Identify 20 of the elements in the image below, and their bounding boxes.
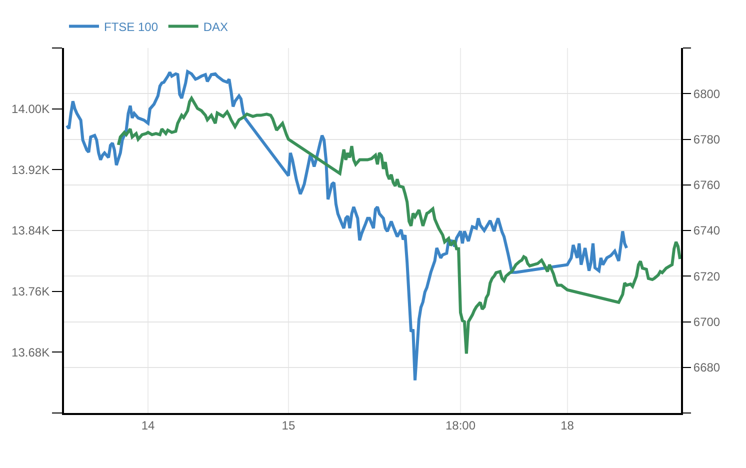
y-tick-label: 13.68K (12, 345, 50, 360)
line-series (65, 70, 628, 382)
y2-tick-label: 6720 (693, 269, 720, 284)
y2-tick-label: 6780 (693, 132, 720, 146)
y-tick-label: 14.00K (12, 102, 50, 116)
y2-tick-label: 6740 (693, 224, 720, 238)
y-tick-label: 13.84K (12, 224, 50, 238)
legend-label: FTSE 100 (104, 20, 158, 34)
x-tick-label: 18 (560, 418, 574, 432)
y2-tick-label: 6680 (693, 360, 720, 375)
x-tick-label: 14 (141, 418, 156, 432)
y2-tick-label: 6800 (693, 86, 720, 101)
y-tick-label: 13.76K (12, 284, 50, 299)
x-tick-label: 18:00 (445, 418, 476, 432)
y-tick-label: 13.92K (12, 162, 50, 177)
legend-label: DAX (203, 20, 228, 34)
line-series (116, 96, 681, 356)
y2-tick-label: 6700 (693, 314, 720, 329)
y2-tick-label: 6760 (693, 178, 720, 192)
x-tick-label: 15 (282, 418, 296, 432)
